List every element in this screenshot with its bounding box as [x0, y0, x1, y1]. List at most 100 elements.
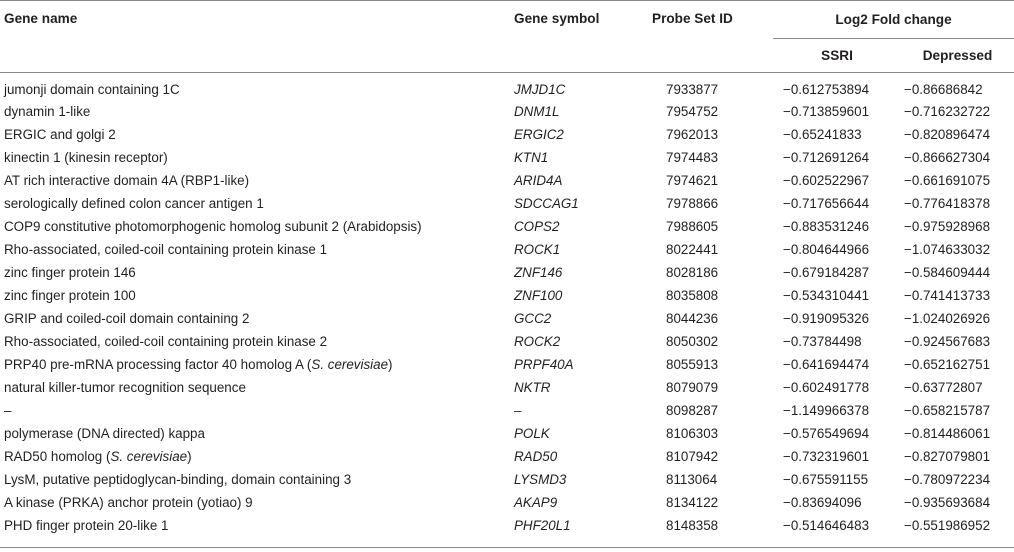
table-row: AT rich interactive domain 4A (RBP1-like…	[0, 169, 1014, 192]
cell-ssri: −0.641694474	[783, 357, 870, 372]
cell-gene-name: –	[4, 403, 12, 418]
table-row: GRIP and coiled-coil domain containing 2…	[0, 307, 1014, 330]
cell-gene-name: jumonji domain containing 1C	[4, 82, 180, 97]
cell-gene-symbol: COPS2	[514, 219, 560, 234]
table-row: PHD finger protein 20-like 1 PHF20L1 81483…	[0, 514, 1014, 537]
table-row: serologically defined colon cancer antig…	[0, 192, 1014, 215]
table-header: Gene name Gene symbol Probe Set ID Log2 …	[0, 0, 1014, 73]
cell-probe-set-id: 7974621	[666, 173, 719, 188]
cell-ssri: −0.919095326	[783, 311, 870, 326]
cell-depressed: −0.866627304	[904, 150, 991, 165]
cell-depressed: −0.780972234	[904, 472, 991, 487]
cell-depressed: −0.661691075	[904, 173, 991, 188]
cell-gene-symbol: NKTR	[514, 380, 551, 395]
table-row: polymerase (DNA directed) kappa POLK 81063…	[0, 422, 1014, 445]
cell-probe-set-id: 7962013	[666, 127, 719, 142]
cell-probe-set-id: 8113064	[666, 472, 718, 487]
cell-gene-name: ERGIC and golgi 2	[4, 127, 116, 142]
cell-gene-name: Rho-associated, coiled-coil containing p…	[4, 242, 328, 257]
cell-ssri: −0.712691264	[783, 150, 870, 165]
cell-probe-set-id: 7974483	[666, 150, 719, 165]
cell-depressed: −0.975928968	[904, 219, 991, 234]
cell-ssri: −0.713859601	[783, 104, 870, 119]
cell-probe-set-id: 8028186	[666, 265, 719, 280]
header-gene-symbol: Gene symbol	[508, 0, 636, 73]
table-row: – – 8098287 −1.149966378 −0.658215787	[0, 399, 1014, 422]
table-row: PRP40 pre-mRNA processing factor 40 homo…	[0, 353, 1014, 376]
cell-probe-set-id: 7933877	[666, 82, 719, 97]
cell-depressed: −0.741413733	[904, 288, 991, 303]
cell-gene-symbol: ERGIC2	[514, 127, 564, 142]
cell-ssri: −0.73784498	[783, 334, 862, 349]
cell-gene-symbol: –	[514, 403, 522, 418]
cell-gene-name: serologically defined colon cancer antig…	[4, 196, 264, 211]
cell-gene-name: COP9 constitutive photomorphogenic homol…	[4, 219, 422, 234]
table-row: LysM, putative peptidoglycan-binding, do…	[0, 468, 1014, 491]
cell-depressed: −0.63772807	[904, 380, 983, 395]
cell-ssri: −0.675591155	[783, 472, 869, 487]
gene-name-species: S. cerevisiae	[311, 357, 389, 372]
header-log2-fold-change: Log2 Fold change	[773, 0, 1014, 39]
cell-gene-name: AT rich interactive domain 4A (RBP1-like…	[4, 173, 250, 188]
cell-gene-name: zinc finger protein 146	[4, 265, 136, 280]
cell-depressed: −0.820896474	[904, 127, 991, 142]
cell-depressed: −0.935693684	[904, 495, 991, 510]
table-row: jumonji domain containing 1C JMJD1C 793387…	[0, 73, 1014, 101]
cell-ssri: −1.149966378	[783, 403, 870, 418]
cell-depressed: −1.074633032	[904, 242, 991, 257]
cell-probe-set-id: 8148358	[666, 518, 719, 533]
cell-ssri: −0.65241833	[783, 127, 862, 142]
cell-ssri: −0.576549694	[783, 426, 870, 441]
cell-gene-symbol: JMJD1C	[514, 82, 566, 97]
cell-depressed: −0.716232722	[904, 104, 991, 119]
cell-gene-name: Rho-associated, coiled-coil containing p…	[4, 334, 328, 349]
cell-depressed: −0.776418378	[904, 196, 991, 211]
cell-ssri: −0.804644966	[783, 242, 870, 257]
table-row: COP9 constitutive photomorphogenic homol…	[0, 215, 1014, 238]
cell-gene-symbol: PHF20L1	[514, 518, 571, 533]
cell-gene-name: GRIP and coiled-coil domain containing 2	[4, 311, 250, 326]
header-probe-set-id: Probe Set ID	[636, 0, 773, 73]
cell-gene-name: RAD50 homolog (S. cerevisiae)	[0, 445, 508, 468]
table-row: Rho-associated, coiled-coil containing p…	[0, 238, 1014, 261]
table-row: zinc finger protein 146 ZNF146 8028186 −0.6…	[0, 261, 1014, 284]
cell-ssri: −0.602522967	[783, 173, 870, 188]
cell-gene-name: polymerase (DNA directed) kappa	[4, 426, 205, 441]
cell-gene-symbol: ROCK1	[514, 242, 561, 257]
table-row: A kinase (PRKA) anchor protein (yotiao) …	[0, 491, 1014, 514]
cell-probe-set-id: 8098287	[666, 403, 719, 418]
cell-depressed: −0.814486061	[904, 426, 991, 441]
cell-gene-name: LysM, putative peptidoglycan-binding, do…	[4, 472, 352, 487]
cell-gene-name: A kinase (PRKA) anchor protein (yotiao) …	[4, 495, 253, 510]
cell-ssri: −0.612753894	[783, 82, 870, 97]
cell-probe-set-id: 8022441	[666, 242, 719, 257]
cell-probe-set-id: 8044236	[666, 311, 719, 326]
cell-probe-set-id: 7978866	[666, 196, 719, 211]
cell-gene-symbol: KTN1	[514, 150, 549, 165]
cell-gene-symbol: LYSMD3	[514, 472, 567, 487]
cell-probe-set-id: 7954752	[666, 104, 719, 119]
cell-gene-symbol: RAD50	[514, 449, 558, 464]
cell-gene-name: kinectin 1 (kinesin receptor)	[4, 150, 168, 165]
table-row: zinc finger protein 100 ZNF100 8035808 −0.5…	[0, 284, 1014, 307]
cell-gene-symbol: ARID4A	[514, 173, 563, 188]
cell-depressed: −0.658215787	[904, 403, 991, 418]
cell-probe-set-id: 8055913	[666, 357, 719, 372]
cell-ssri: −0.534310441	[783, 288, 870, 303]
cell-gene-symbol: AKAP9	[514, 495, 558, 510]
cell-gene-symbol: ROCK2	[514, 334, 561, 349]
table-row: ERGIC and golgi 2 ERGIC2 7962013 −0.6524183…	[0, 123, 1014, 146]
cell-depressed: −0.827079801	[904, 449, 991, 464]
cell-probe-set-id: 7988605	[666, 219, 719, 234]
cell-gene-name: PHD finger protein 20-like 1	[4, 518, 169, 533]
cell-gene-symbol: DNM1L	[514, 104, 560, 119]
header-depressed: Depressed	[922, 48, 993, 63]
table-row: RAD50 homolog (S. cerevisiae) RAD50 810794…	[0, 445, 1014, 468]
table-bottom-rule	[0, 547, 1014, 548]
cell-probe-set-id: 8106303	[666, 426, 719, 441]
gene-name-text: PRP40 pre-mRNA processing factor 40 homo…	[4, 357, 312, 372]
cell-gene-name: dynamin 1-like	[4, 104, 91, 119]
cell-depressed: −1.024026926	[904, 311, 991, 326]
cell-probe-set-id: 8134122	[666, 495, 719, 510]
